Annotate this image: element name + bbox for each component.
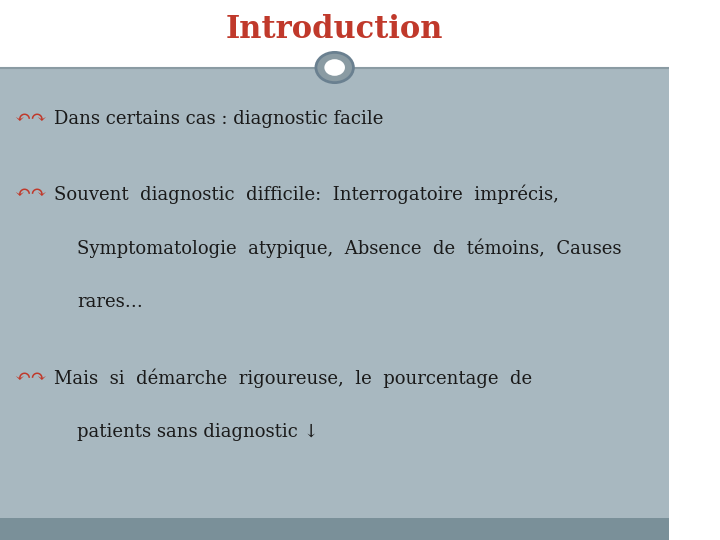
Text: Symptomatologie  atypique,  Absence  de  témoins,  Causes: Symptomatologie atypique, Absence de tém… <box>77 239 621 258</box>
Text: patients sans diagnostic ↓: patients sans diagnostic ↓ <box>77 423 319 441</box>
FancyBboxPatch shape <box>0 518 670 540</box>
Text: ↶↷: ↶↷ <box>14 369 47 387</box>
Circle shape <box>316 52 354 83</box>
Text: ↶↷: ↶↷ <box>14 110 47 128</box>
Text: Dans certains cas : diagnostic facile: Dans certains cas : diagnostic facile <box>53 110 383 128</box>
Text: Introduction: Introduction <box>226 14 444 45</box>
FancyBboxPatch shape <box>0 68 670 540</box>
Text: Souvent  diagnostic  difficile:  Interrogatoire  imprécis,: Souvent diagnostic difficile: Interrogat… <box>53 185 559 204</box>
Circle shape <box>324 59 345 76</box>
Text: ↶↷: ↶↷ <box>14 185 47 204</box>
Text: Mais  si  démarche  rigoureuse,  le  pourcentage  de: Mais si démarche rigoureuse, le pourcent… <box>53 368 531 388</box>
Text: rares…: rares… <box>77 293 143 312</box>
